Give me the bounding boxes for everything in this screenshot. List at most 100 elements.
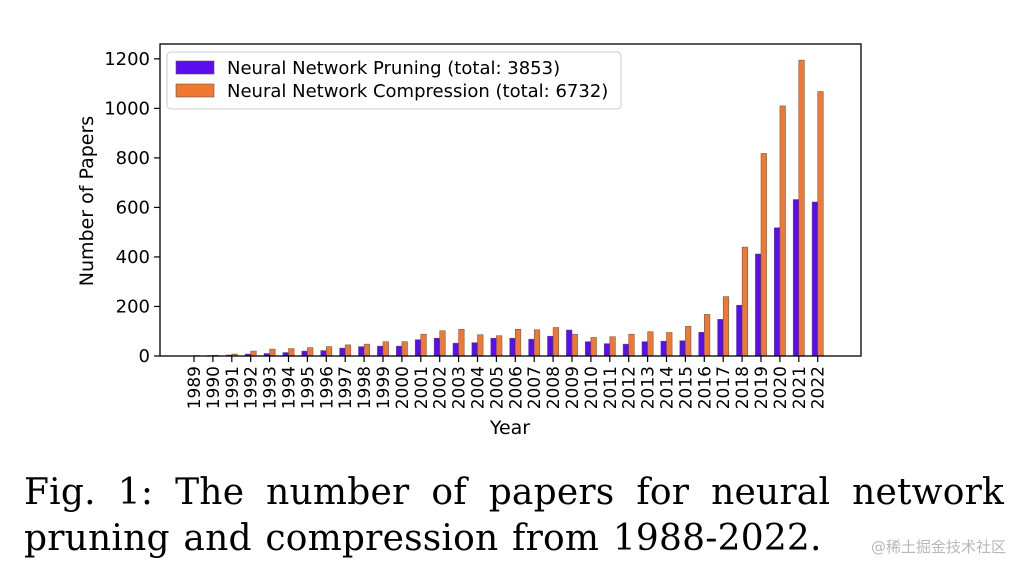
bar-compression-2009: [571, 333, 578, 357]
bar-pruning-2013: [641, 341, 648, 357]
bar-compression-2016: [704, 314, 711, 357]
bar-compression-2011: [609, 336, 616, 357]
bar-compression-2014: [666, 332, 673, 357]
bar-compression-1997: [344, 344, 352, 357]
bar-pruning-2007: [528, 338, 535, 357]
bar-pruning-1999: [377, 345, 384, 357]
y-axis: 0 200 400 600 800 1000 1200: [104, 49, 160, 367]
plot-frame: [159, 43, 862, 357]
bar-compression-1993: [269, 348, 276, 357]
bar-compression-2018: [741, 246, 748, 357]
x-tick-label: 2005: [487, 366, 507, 409]
bar-compression-2000: [401, 341, 408, 357]
bar-compression-2003: [458, 329, 465, 357]
x-tick-label: 2003: [450, 366, 470, 409]
x-tick-label: 2007: [525, 366, 545, 409]
bar-compression-1995: [307, 347, 314, 357]
x-tick-label: 1999: [374, 366, 394, 409]
bar-compression-2017: [722, 296, 730, 357]
x-tick-label: 2014: [658, 366, 678, 409]
bar-pruning-2003: [452, 342, 459, 357]
bar-compression-2007: [533, 329, 541, 357]
bar-compression-2013: [647, 331, 654, 357]
bar-compression-2006: [515, 329, 522, 357]
y-axis-label: Number of Papers: [76, 116, 98, 286]
x-tick-label: 2011: [601, 366, 621, 409]
bar-compression-2020: [779, 105, 786, 357]
x-tick-label: 2001: [412, 366, 432, 409]
x-tick-label: 2016: [695, 366, 715, 409]
bar-pruning-2001: [414, 339, 422, 357]
bar-pruning-1998: [358, 346, 365, 357]
x-tick-label: 2019: [752, 366, 772, 409]
x-tick-label: 1995: [298, 366, 318, 409]
bar-compression-2015: [685, 326, 692, 357]
x-tick-label: 1989: [185, 366, 205, 409]
y-tick-label: 800: [116, 148, 150, 169]
x-tick-label: 2017: [714, 366, 734, 409]
bar-pruning-2006: [509, 337, 516, 357]
bar-pruning-2015: [679, 340, 686, 357]
x-tick-label: 2015: [676, 366, 696, 409]
x-tick-label: 1990: [204, 366, 224, 409]
bar-compression-2019: [760, 153, 767, 357]
figure-caption: Fig. 1: The number of papers for neural …: [24, 472, 1004, 559]
bar-pruning-2022: [811, 201, 818, 357]
bar-pruning-2009: [566, 329, 573, 357]
y-tick-label: 400: [116, 247, 150, 268]
x-tick-label: 2020: [771, 366, 791, 409]
x-tick-label: 1994: [280, 366, 300, 409]
bar-pruning-1995: [301, 350, 308, 357]
bar-compression-2010: [590, 337, 597, 357]
x-tick-label: 1991: [223, 366, 243, 409]
x-tick-label: 2022: [809, 366, 829, 409]
y-tick-label: 600: [116, 197, 150, 218]
legend-label-pruning: Neural Network Pruning (total: 3853): [227, 58, 560, 79]
bar-pruning-2016: [698, 331, 705, 357]
x-tick-label: 2012: [620, 366, 640, 409]
bar-compression-1994: [288, 348, 295, 357]
x-tick-label: 1993: [261, 366, 281, 409]
bar-compression-2008: [552, 327, 559, 357]
bar-pruning-2021: [792, 199, 800, 357]
bar-pruning-2011: [603, 343, 611, 357]
bar-pruning-2014: [660, 340, 667, 357]
bar-compression-1992: [250, 350, 257, 357]
legend: Neural Network Pruning (total: 3853) Neu…: [166, 51, 622, 110]
bar-compression-2005: [496, 335, 503, 357]
bar-pruning-2010: [585, 341, 592, 357]
bar-compression-2012: [628, 333, 635, 357]
bar-pruning-2017: [717, 319, 724, 357]
bar-compression-1996: [326, 346, 333, 357]
x-tick-label: 1998: [355, 366, 375, 409]
x-axis: 1989199019911992199319941995199619971998…: [185, 356, 829, 409]
bar-compression-1998: [363, 343, 370, 357]
x-tick-label: 1992: [242, 366, 262, 409]
bar-compression-2022: [817, 91, 824, 357]
bar-pruning-2019: [755, 253, 762, 357]
legend-swatch-pruning: [175, 60, 215, 75]
bar-pruning-2018: [736, 304, 743, 357]
bar-pruning-2020: [774, 227, 781, 357]
x-tick-label: 2018: [733, 366, 753, 409]
x-tick-label: 2008: [544, 366, 564, 409]
bar-compression-1999: [382, 341, 389, 357]
bar-pruning-2004: [471, 342, 478, 357]
x-tick-label: 2004: [469, 366, 489, 409]
bar-pruning-2005: [490, 337, 497, 357]
bar-compression-2021: [798, 59, 805, 357]
bar-pruning-1997: [339, 347, 346, 357]
x-tick-label: 1996: [317, 366, 337, 409]
bar-pruning-1996: [320, 350, 327, 357]
legend-swatch-compression: [175, 83, 215, 98]
x-tick-label: 1997: [336, 366, 356, 409]
x-tick-label: 2009: [563, 366, 583, 409]
bar-compression-2002: [439, 330, 446, 357]
legend-frame: [166, 51, 622, 110]
bar-compression-2001: [420, 333, 427, 357]
bar-compression-2004: [477, 334, 484, 357]
legend-label-compression: Neural Network Compression (total: 6732): [227, 81, 608, 102]
x-tick-label: 2000: [393, 366, 413, 409]
